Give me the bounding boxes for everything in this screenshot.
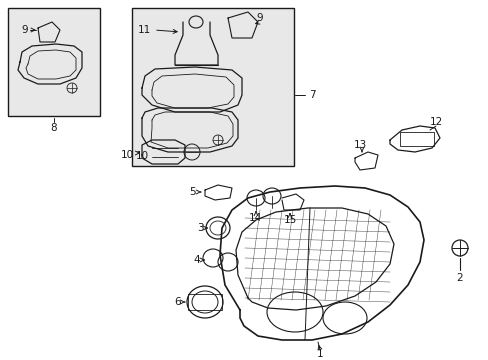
Text: 9: 9 <box>21 25 28 35</box>
Bar <box>132 8 293 166</box>
Text: 6: 6 <box>174 297 181 307</box>
Text: 11: 11 <box>137 25 150 35</box>
Text: 10: 10 <box>135 151 148 161</box>
Text: 4: 4 <box>193 255 200 265</box>
Text: 8: 8 <box>51 123 57 133</box>
Text: 12: 12 <box>428 117 442 127</box>
Text: 3: 3 <box>196 223 203 233</box>
Text: 10: 10 <box>121 150 134 160</box>
Bar <box>187 294 222 310</box>
Text: 1: 1 <box>316 349 323 359</box>
Text: 9: 9 <box>256 13 263 23</box>
Text: 5: 5 <box>189 187 196 197</box>
Bar <box>399 132 433 146</box>
Text: 7: 7 <box>308 90 315 100</box>
Text: 2: 2 <box>456 273 462 283</box>
Text: 14: 14 <box>248 213 261 223</box>
Text: 13: 13 <box>353 140 366 150</box>
Text: 15: 15 <box>283 215 296 225</box>
Bar <box>8 8 100 116</box>
